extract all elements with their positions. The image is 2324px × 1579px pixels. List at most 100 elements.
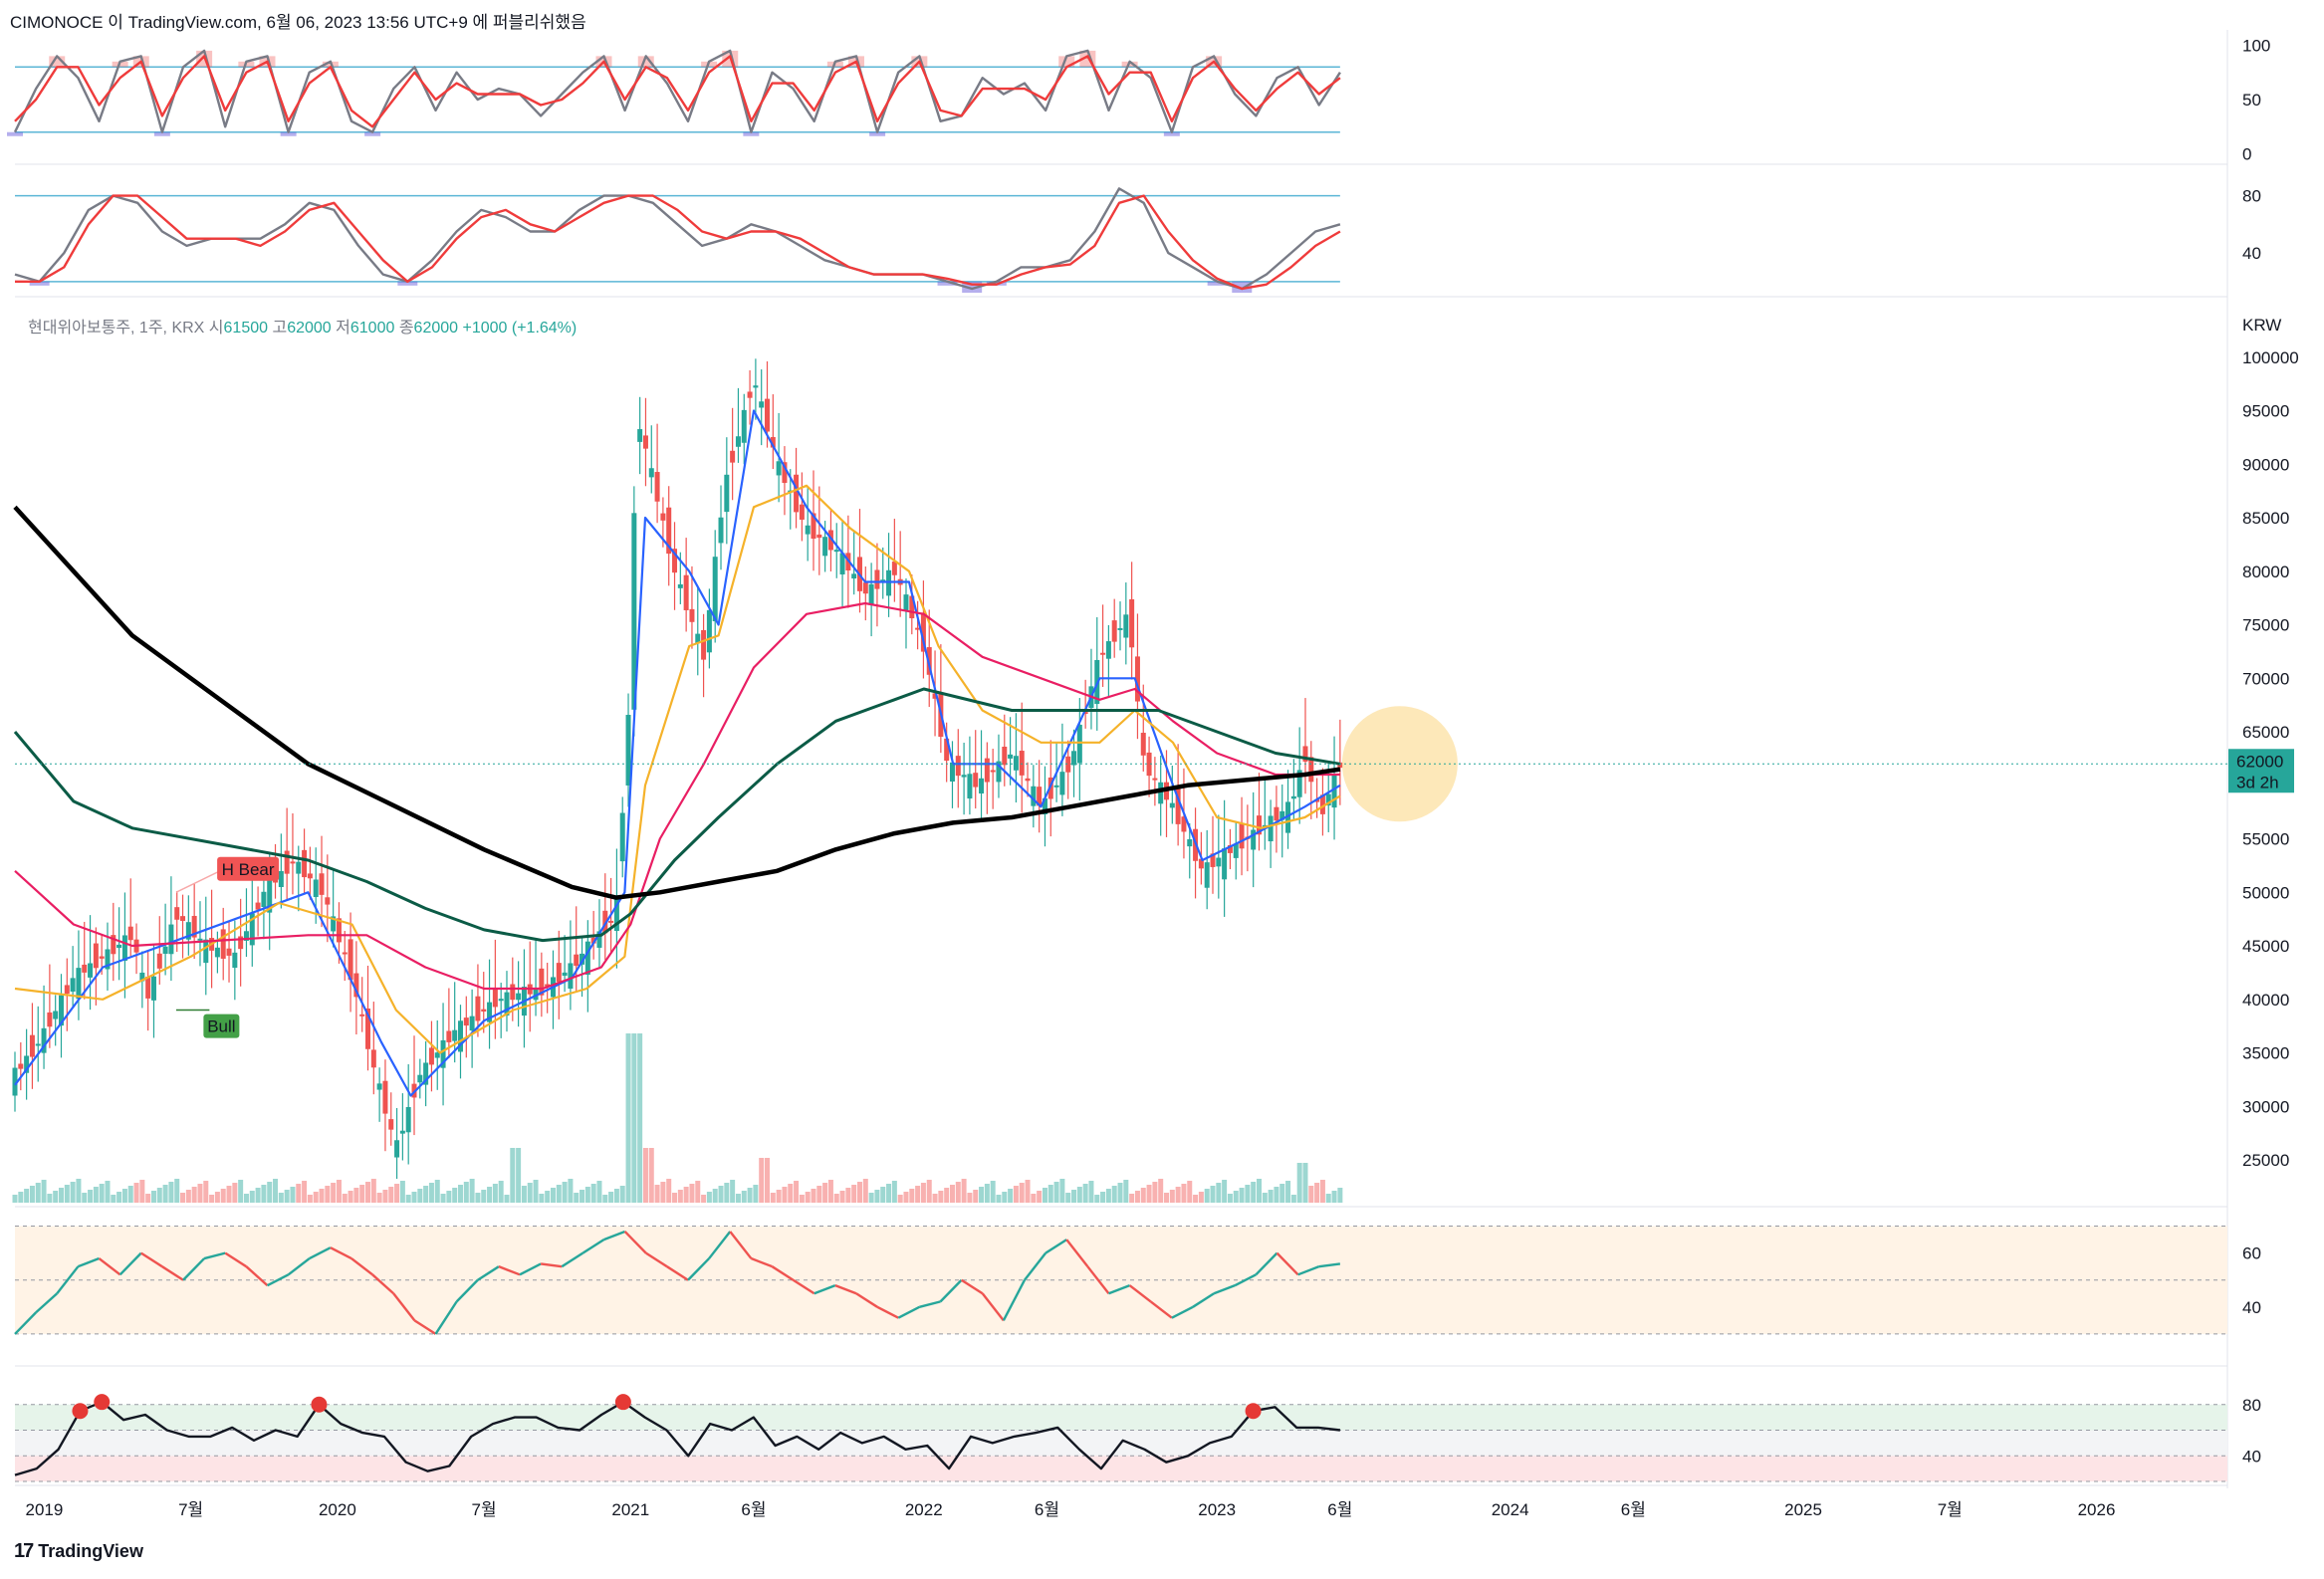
rsi-segment	[182, 1257, 205, 1281]
volume-bar	[1042, 1188, 1047, 1203]
candle-body	[191, 915, 197, 938]
candle-body	[388, 1119, 394, 1130]
volume-bar	[1082, 1184, 1088, 1203]
candle-body	[220, 929, 226, 959]
volume-bar	[336, 1180, 342, 1203]
candle-body	[996, 761, 1002, 783]
volume-bar	[926, 1180, 932, 1203]
volume-bar	[590, 1184, 596, 1203]
time-axis-tick: 2025	[1784, 1500, 1822, 1519]
volume-bar	[99, 1184, 105, 1203]
rsi-segment	[1024, 1251, 1047, 1281]
volume-bar	[1187, 1181, 1193, 1203]
time-axis-tick: 2024	[1492, 1500, 1529, 1519]
rsi-segment	[224, 1251, 248, 1268]
candle-body	[516, 993, 522, 1001]
candle-body	[1053, 785, 1059, 788]
candle-body	[851, 573, 857, 579]
volume-bar	[856, 1182, 862, 1203]
time-axis-tick: 2023	[1198, 1500, 1236, 1519]
volume-bar	[1274, 1187, 1279, 1203]
volume-bar	[735, 1194, 741, 1203]
volume-bar	[53, 1191, 59, 1203]
stoch2-oversold-fill	[937, 281, 958, 286]
price-axis-tick: 35000	[2242, 1044, 2289, 1063]
candle-body	[776, 461, 782, 476]
volume-bar	[996, 1195, 1002, 1203]
candle-body	[492, 988, 498, 1008]
candle-body	[481, 1009, 487, 1013]
candle-body	[822, 537, 828, 557]
volume-bar	[984, 1184, 990, 1203]
volume-bar	[365, 1182, 371, 1203]
candle-body	[1076, 724, 1082, 764]
rsi-segment	[1171, 1305, 1194, 1319]
candle-body	[909, 595, 915, 619]
volume-bar	[753, 1185, 759, 1203]
volume-bar	[1019, 1183, 1025, 1203]
candle-body	[331, 916, 337, 932]
footer-brand: 17 TradingView	[14, 1540, 143, 1563]
candle-body	[24, 1055, 30, 1073]
candle-body	[1031, 786, 1037, 806]
h-bear-badge	[217, 856, 280, 881]
volume-bar	[631, 1033, 637, 1203]
candle-body	[1198, 858, 1204, 869]
candle-body	[932, 693, 938, 699]
price-axis-tick: 45000	[2242, 937, 2289, 956]
candle-body	[827, 530, 833, 551]
candle-body	[695, 633, 701, 644]
volume-bar	[1065, 1193, 1071, 1203]
volume-bar	[973, 1190, 979, 1203]
candle-body	[58, 995, 64, 1026]
candle-body	[127, 926, 133, 941]
rsi-segment	[1255, 1251, 1278, 1276]
candle-body	[47, 1012, 53, 1027]
candle-body	[394, 1140, 400, 1158]
volume-bar	[1129, 1194, 1135, 1203]
candle-body	[1319, 794, 1325, 814]
candle-body	[1123, 614, 1129, 638]
candle-body	[1325, 793, 1331, 806]
candle-body	[839, 553, 845, 574]
osc-green-band	[15, 1404, 2227, 1431]
candle-body	[1285, 801, 1291, 833]
volume-bar	[428, 1183, 434, 1203]
moving-average-ma_black	[13, 505, 1341, 900]
candle-body	[833, 550, 839, 553]
volume-bar	[325, 1186, 331, 1203]
rsi-segment	[939, 1278, 963, 1303]
candle-body	[249, 913, 255, 946]
osc-axis-tick: 80	[2242, 1396, 2261, 1415]
volume-bar	[1031, 1194, 1037, 1203]
candle-body	[307, 873, 313, 879]
volume-bar	[1047, 1185, 1053, 1203]
rsi-segment	[1065, 1239, 1089, 1267]
volume-bar	[504, 1195, 510, 1203]
candle-body	[706, 609, 712, 653]
h-bear-line	[175, 870, 221, 893]
rsi-segment	[330, 1246, 352, 1260]
candle-body	[1134, 656, 1140, 702]
rsi-segment	[750, 1256, 773, 1268]
volume-bar	[701, 1195, 707, 1203]
candle-body	[261, 891, 267, 908]
volume-bar	[220, 1189, 226, 1203]
volume-bar	[654, 1185, 660, 1203]
volume-bar	[706, 1192, 712, 1203]
rsi-segment	[960, 1278, 984, 1295]
rsi-segment	[118, 1251, 142, 1276]
volume-bar	[1204, 1189, 1210, 1203]
volume-bar	[516, 1148, 522, 1203]
candle-body	[584, 941, 590, 976]
candle-body	[1337, 762, 1343, 769]
rsi-segment	[350, 1257, 373, 1276]
rsi-segment	[77, 1256, 100, 1268]
candle-body	[1111, 620, 1117, 642]
rsi-segment	[771, 1265, 795, 1281]
volume-bar	[689, 1184, 695, 1203]
candle-body	[1146, 752, 1152, 777]
volume-bar	[1233, 1191, 1239, 1203]
candle-body	[568, 963, 574, 990]
